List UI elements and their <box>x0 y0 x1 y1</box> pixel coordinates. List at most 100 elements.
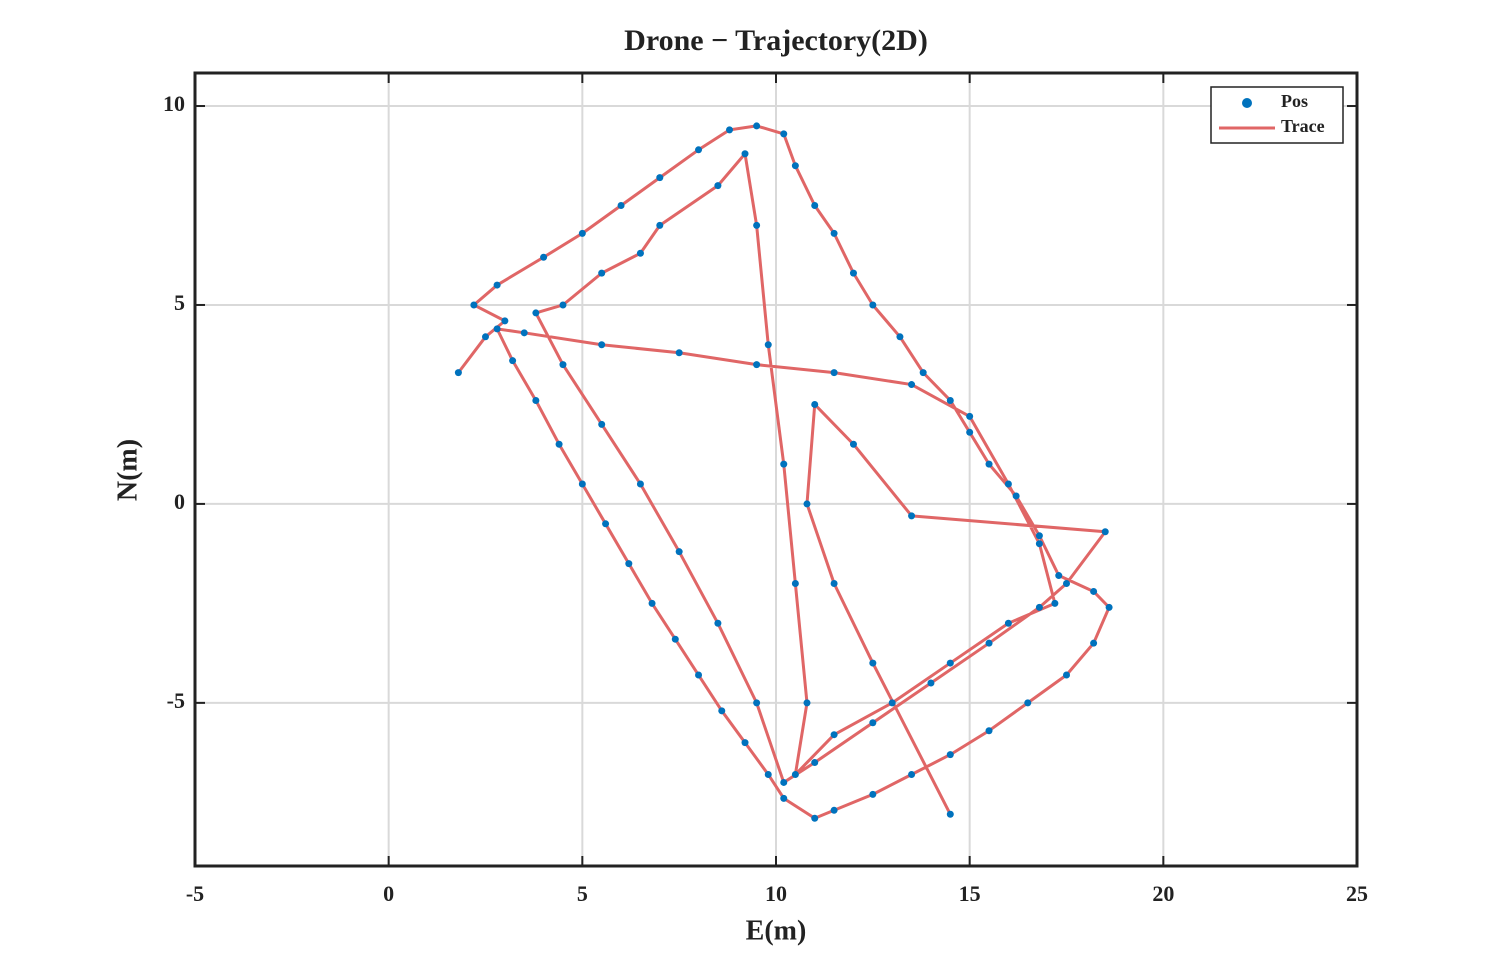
chart-title: Drone − Trajectory(2D) <box>624 24 928 57</box>
pos-point <box>780 130 788 138</box>
pos-point <box>888 699 896 707</box>
pos-point <box>985 727 993 735</box>
pos-point <box>1090 587 1098 595</box>
pos-point <box>764 770 772 778</box>
pos-point <box>493 325 501 333</box>
pos-point <box>1055 572 1063 580</box>
x-tick-label: -5 <box>186 881 204 906</box>
pos-point <box>501 317 509 325</box>
pos-point <box>1063 671 1070 679</box>
pos-point <box>555 440 563 448</box>
pos-point <box>753 361 761 369</box>
y-tick-label: 10 <box>163 91 185 116</box>
legend-label: Pos <box>1281 91 1308 111</box>
pos-point <box>1004 619 1012 627</box>
pos-point <box>753 221 761 229</box>
pos-point <box>1105 603 1113 611</box>
pos-point <box>780 778 788 786</box>
y-tick-label: -5 <box>167 688 185 713</box>
pos-point <box>780 460 788 468</box>
pos-point <box>578 480 586 488</box>
pos-point <box>695 671 703 679</box>
pos-point <box>830 806 838 814</box>
pos-point <box>966 428 974 436</box>
pos-point <box>1101 528 1109 536</box>
legend-marker <box>1242 98 1252 108</box>
axes-frame <box>193 71 1359 868</box>
pos-point <box>869 659 877 667</box>
pos-point <box>1012 492 1020 500</box>
pos-point <box>482 333 489 341</box>
pos-point <box>1090 639 1098 647</box>
pos-point <box>811 759 819 767</box>
legend-box <box>1210 86 1344 144</box>
pos-point <box>714 182 722 190</box>
pos-point <box>764 341 772 349</box>
pos-point <box>946 659 954 667</box>
pos-point <box>946 396 954 404</box>
pos-point <box>946 810 954 818</box>
pos-point <box>811 201 819 209</box>
x-tick-label: 20 <box>1152 881 1174 906</box>
pos-point <box>718 707 726 715</box>
pos-point <box>869 790 877 798</box>
legend-label: Trace <box>1281 116 1325 136</box>
pos-point <box>791 770 799 778</box>
pos-point <box>811 814 819 822</box>
pos-point <box>598 341 606 349</box>
pos-point <box>830 731 838 739</box>
pos-point <box>753 699 761 707</box>
pos-point <box>1063 579 1070 587</box>
pos-point <box>559 361 567 369</box>
pos-point <box>908 381 916 389</box>
pos-point <box>532 396 540 404</box>
pos-point <box>791 162 799 170</box>
pos-point <box>908 512 916 520</box>
pos-point <box>602 520 610 528</box>
pos-point <box>648 599 656 607</box>
y-tick-label: 5 <box>174 290 185 315</box>
pos-point <box>726 126 734 134</box>
pos-point <box>493 281 501 289</box>
pos-point <box>532 309 540 317</box>
pos-point <box>675 349 683 357</box>
pos-point <box>578 229 586 237</box>
pos-point <box>985 639 993 647</box>
pos-point <box>656 221 664 229</box>
y-axis-label: N(m) <box>112 439 143 501</box>
pos-point <box>636 480 644 488</box>
pos-point <box>830 229 838 237</box>
pos-point <box>741 739 749 747</box>
pos-point <box>919 369 927 377</box>
pos-point <box>714 619 722 627</box>
pos-point <box>927 679 935 687</box>
x-tick-label: 10 <box>765 881 787 906</box>
pos-point <box>520 329 528 337</box>
x-axis-label: E(m) <box>746 915 807 946</box>
pos-point <box>753 122 761 130</box>
pos-point <box>470 301 478 309</box>
pos-point <box>791 579 799 587</box>
pos-point <box>1051 599 1059 607</box>
pos-point <box>741 150 749 158</box>
pos-point <box>1035 532 1043 540</box>
pos-point <box>780 794 788 802</box>
pos-point <box>636 249 644 257</box>
pos-point <box>625 560 633 568</box>
pos-point <box>830 369 838 377</box>
pos-point <box>695 146 703 154</box>
pos-point <box>617 201 625 209</box>
pos-point <box>598 420 606 428</box>
x-tick-label: 5 <box>577 881 588 906</box>
x-tick-label: 0 <box>383 881 394 906</box>
pos-point <box>656 174 664 182</box>
x-tick-label: 15 <box>959 881 981 906</box>
pos-point <box>1004 480 1012 488</box>
y-tick-label: 0 <box>174 489 185 514</box>
pos-point <box>908 770 916 778</box>
pos-point <box>946 751 954 759</box>
pos-point <box>454 369 462 377</box>
pos-point <box>1024 699 1032 707</box>
pos-point <box>1035 603 1043 611</box>
